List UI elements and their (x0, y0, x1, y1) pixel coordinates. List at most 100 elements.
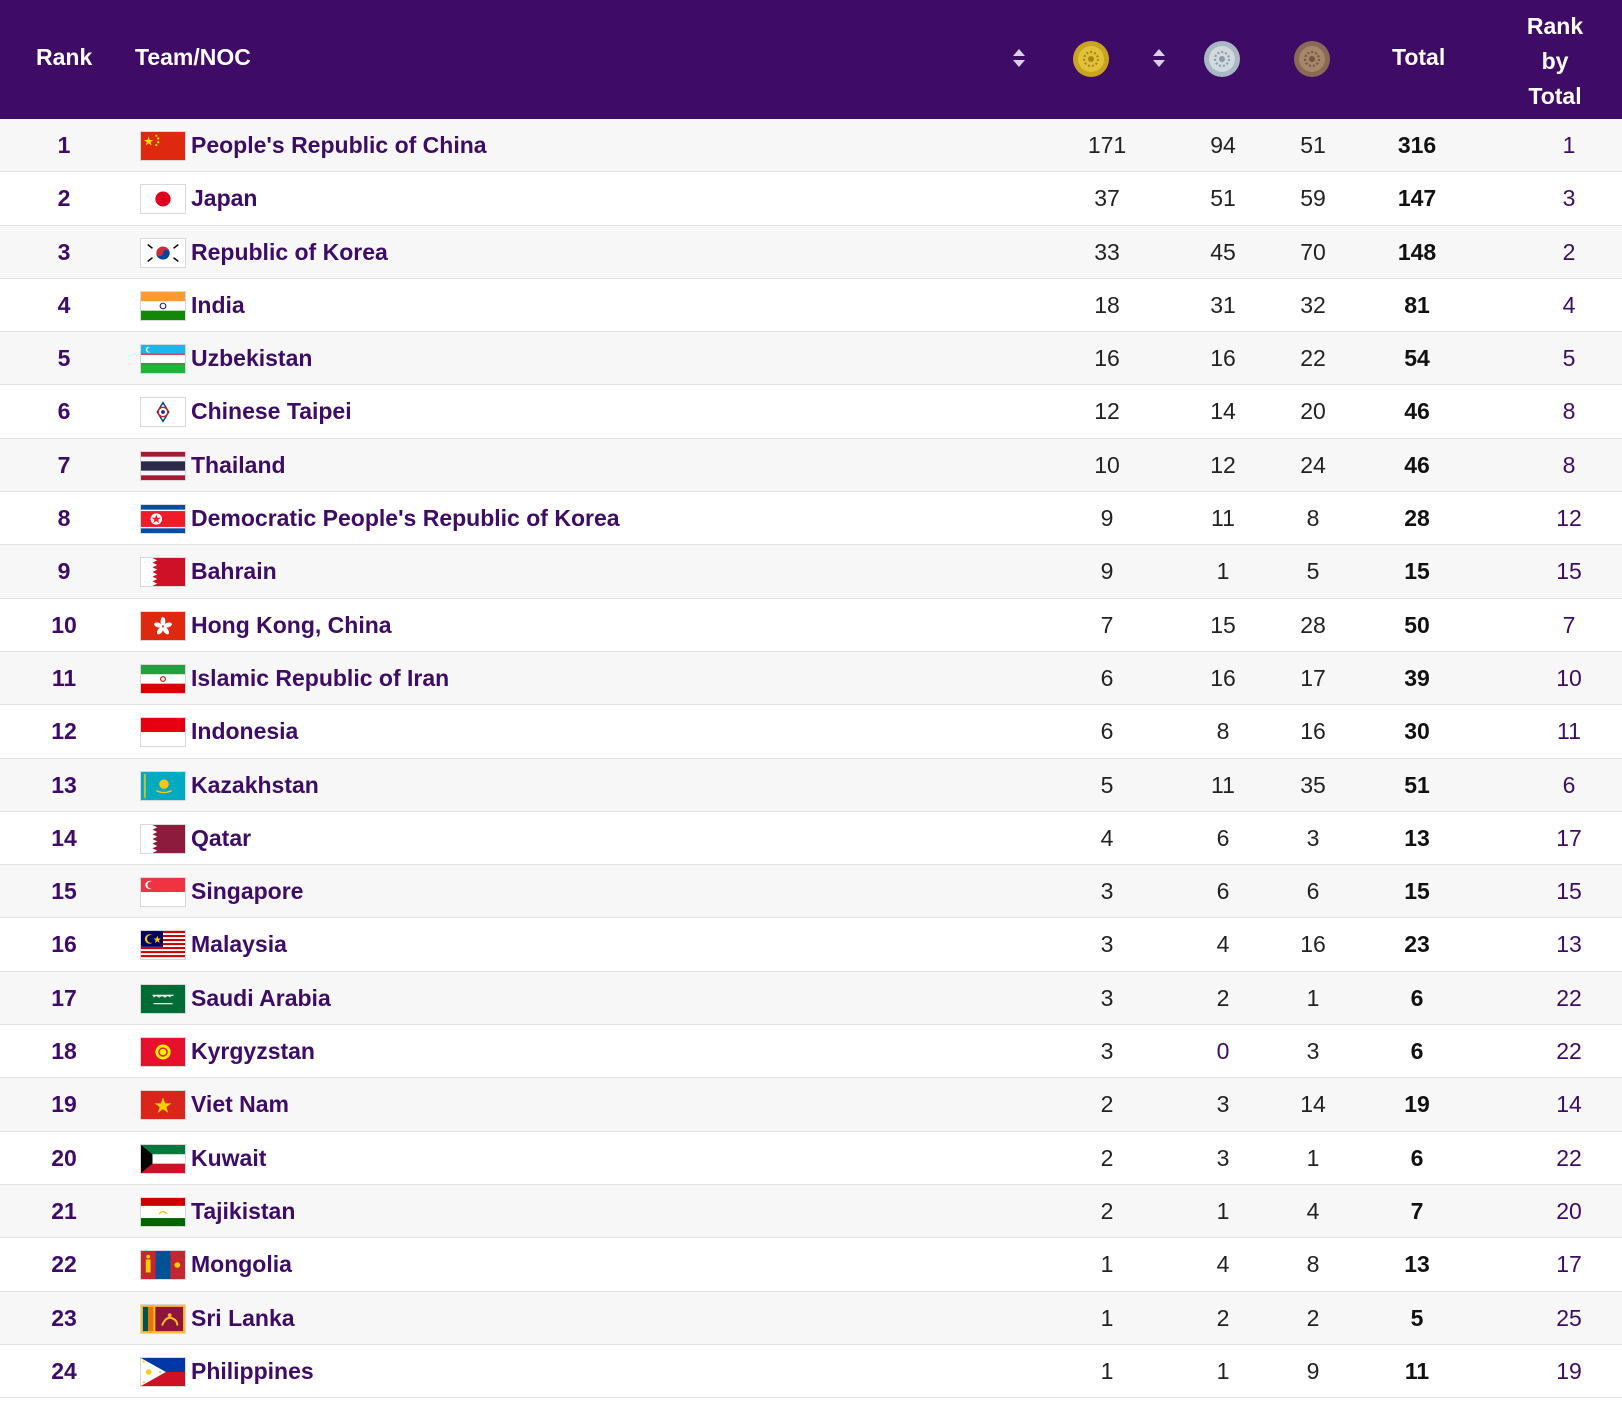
team-name-link[interactable]: Sri Lanka (191, 1304, 295, 1331)
table-row[interactable]: 22 Mongolia 1 4 8 13 17 (0, 1238, 1622, 1292)
sort-icon[interactable] (1152, 48, 1166, 68)
rank-by-total-cell: 17 (1556, 1251, 1582, 1278)
bronze-count: 59 (1300, 185, 1326, 212)
rank-by-total-cell: 1 (1562, 132, 1576, 158)
bronze-count: 3 (1306, 824, 1320, 851)
team-name-link[interactable]: Malaysia (191, 931, 287, 958)
rank-by-total-cell: 6 (1562, 771, 1576, 798)
team-name-link[interactable]: Japan (191, 185, 258, 212)
silver-count: 51 (1210, 185, 1236, 212)
bronze-count: 16 (1300, 931, 1326, 958)
rank-cell: 5 (57, 345, 71, 372)
gold-count: 1 (1100, 1357, 1114, 1384)
table-row[interactable]: 9 Bahrain 9 1 5 15 15 (0, 545, 1622, 599)
team-name-link[interactable]: Islamic Republic of Iran (191, 664, 450, 691)
table-row[interactable]: 19 Viet Nam 2 3 14 19 14 (0, 1078, 1622, 1132)
column-header-rank-by-total[interactable]: Rank by Total (1505, 9, 1605, 114)
gold-count: 6 (1100, 718, 1114, 745)
bronze-count: 14 (1300, 1091, 1326, 1118)
table-row[interactable]: 11 Islamic Republic of Iran 6 16 17 39 10 (0, 651, 1622, 706)
bronze-count: 22 (1300, 345, 1326, 372)
table-row[interactable]: 21 Tajikistan 2 1 4 7 20 (0, 1184, 1622, 1239)
table-row[interactable]: 10 Hong Kong, China 7 15 28 50 7 (0, 598, 1622, 652)
table-row[interactable]: 12 Indonesia 6 8 16 30 11 (0, 705, 1622, 759)
team-name-link[interactable]: Philippines (191, 1357, 314, 1384)
gold-count: 1 (1100, 1251, 1114, 1278)
flag-qatar-icon (140, 823, 186, 854)
total-count: 39 (1404, 664, 1430, 691)
rank-cell: 3 (57, 238, 71, 265)
flag-thailand-icon (140, 450, 186, 481)
team-name-link[interactable]: Qatar (191, 824, 252, 851)
team-name-link[interactable]: Mongolia (191, 1251, 292, 1278)
rank-cell: 11 (51, 664, 77, 691)
table-row[interactable]: 5 Uzbekistan 16 16 22 54 5 (0, 332, 1622, 386)
team-name-link[interactable]: Republic of Korea (191, 238, 388, 265)
team-name-link[interactable]: Singapore (191, 878, 304, 905)
rank-by-total-cell: 8 (1562, 451, 1576, 478)
total-count: 28 (1404, 505, 1430, 532)
table-row[interactable]: 3 Republic of Korea 33 45 70 148 2 (0, 225, 1622, 279)
total-count: 316 (1397, 132, 1437, 158)
table-row[interactable]: 24 Philippines 1 1 9 11 19 (0, 1344, 1622, 1399)
table-row[interactable]: 20 Kuwait 2 3 1 6 22 (0, 1131, 1622, 1185)
team-name-link[interactable]: Kuwait (191, 1144, 267, 1171)
bronze-count: 24 (1300, 451, 1326, 478)
silver-count: 8 (1216, 718, 1230, 745)
table-row[interactable]: 4 India 18 31 32 81 4 (0, 278, 1622, 333)
rank-by-total-cell: 4 (1562, 291, 1576, 318)
team-name-link[interactable]: Saudi Arabia (191, 984, 331, 1011)
rank-by-total-cell: 19 (1556, 1357, 1582, 1384)
flag-kuwait-icon (140, 1143, 186, 1174)
rank-cell: 18 (51, 1038, 77, 1065)
rank-by-total-cell: 22 (1556, 1144, 1582, 1171)
table-row[interactable]: 2 Japan 37 51 59 147 3 (0, 172, 1622, 226)
rank-by-total-cell: 5 (1562, 345, 1576, 372)
rank-cell: 9 (57, 558, 71, 585)
table-body: 1 People's Republic of China 171 94 51 316 1 2 J… (0, 119, 1622, 1399)
bronze-count: 4 (1306, 1197, 1320, 1224)
column-header-total[interactable]: Total (1392, 44, 1446, 70)
team-name-link[interactable]: India (191, 291, 245, 318)
team-name-link[interactable]: Kyrgyzstan (191, 1038, 315, 1065)
bronze-count: 70 (1300, 238, 1326, 265)
table-row[interactable]: 13 Kazakhstan 5 11 35 51 6 (0, 758, 1622, 812)
team-name-link[interactable]: Uzbekistan (191, 345, 313, 372)
team-name-link[interactable]: Chinese Taipei (191, 398, 352, 425)
team-name-link[interactable]: People's Republic of China (191, 132, 487, 158)
table-row[interactable]: 14 Qatar 4 6 3 13 17 (0, 811, 1622, 866)
table-row[interactable]: 6 Chinese Taipei 12 14 20 46 8 (0, 385, 1622, 439)
column-header-rank[interactable]: Rank (36, 44, 93, 70)
team-name-link[interactable]: Kazakhstan (191, 771, 319, 798)
bronze-count: 32 (1300, 291, 1326, 318)
gold-count: 4 (1100, 824, 1114, 851)
rank-by-total-cell: 15 (1556, 878, 1582, 905)
table-row[interactable]: 1 People's Republic of China 171 94 51 316 1 (0, 119, 1622, 173)
team-name-link[interactable]: Thailand (191, 451, 286, 478)
rank-cell: 6 (57, 398, 71, 425)
table-row[interactable]: 7 Thailand 10 12 24 46 8 (0, 438, 1622, 493)
gold-medal-icon[interactable] (1072, 40, 1110, 78)
table-row[interactable]: 8 Democratic People's Republic of Korea 9 1… (0, 492, 1622, 546)
table-row[interactable]: 18 Kyrgyzstan 3 0 3 6 22 (0, 1025, 1622, 1079)
gold-count: 171 (1087, 132, 1127, 158)
flag-indonesia-icon (140, 717, 186, 748)
silver-medal-icon[interactable] (1203, 40, 1241, 78)
table-row[interactable]: 17 Saudi Arabia 3 2 1 6 22 (0, 971, 1622, 1026)
team-name-link[interactable]: Viet Nam (191, 1091, 290, 1118)
team-name-link[interactable]: Tajikistan (191, 1197, 296, 1224)
sort-icon[interactable] (1012, 48, 1026, 68)
table-row[interactable]: 23 Sri Lanka 1 2 2 5 25 (0, 1291, 1622, 1345)
gold-count: 3 (1100, 984, 1114, 1011)
bronze-medal-icon[interactable] (1293, 40, 1331, 78)
table-row[interactable]: 15 Singapore 3 6 6 15 15 (0, 865, 1622, 919)
silver-count: 1 (1216, 1197, 1230, 1224)
team-name-link[interactable]: Democratic People's Republic of Korea (191, 505, 620, 532)
column-header-team[interactable]: Team/NOC (135, 44, 251, 70)
team-name-link[interactable]: Hong Kong, China (191, 611, 392, 638)
silver-count: 0 (1216, 1038, 1230, 1065)
total-count: 148 (1397, 238, 1437, 265)
table-row[interactable]: 16 Malaysia 3 4 16 23 13 (0, 918, 1622, 972)
team-name-link[interactable]: Indonesia (191, 718, 299, 745)
team-name-link[interactable]: Bahrain (191, 558, 277, 585)
